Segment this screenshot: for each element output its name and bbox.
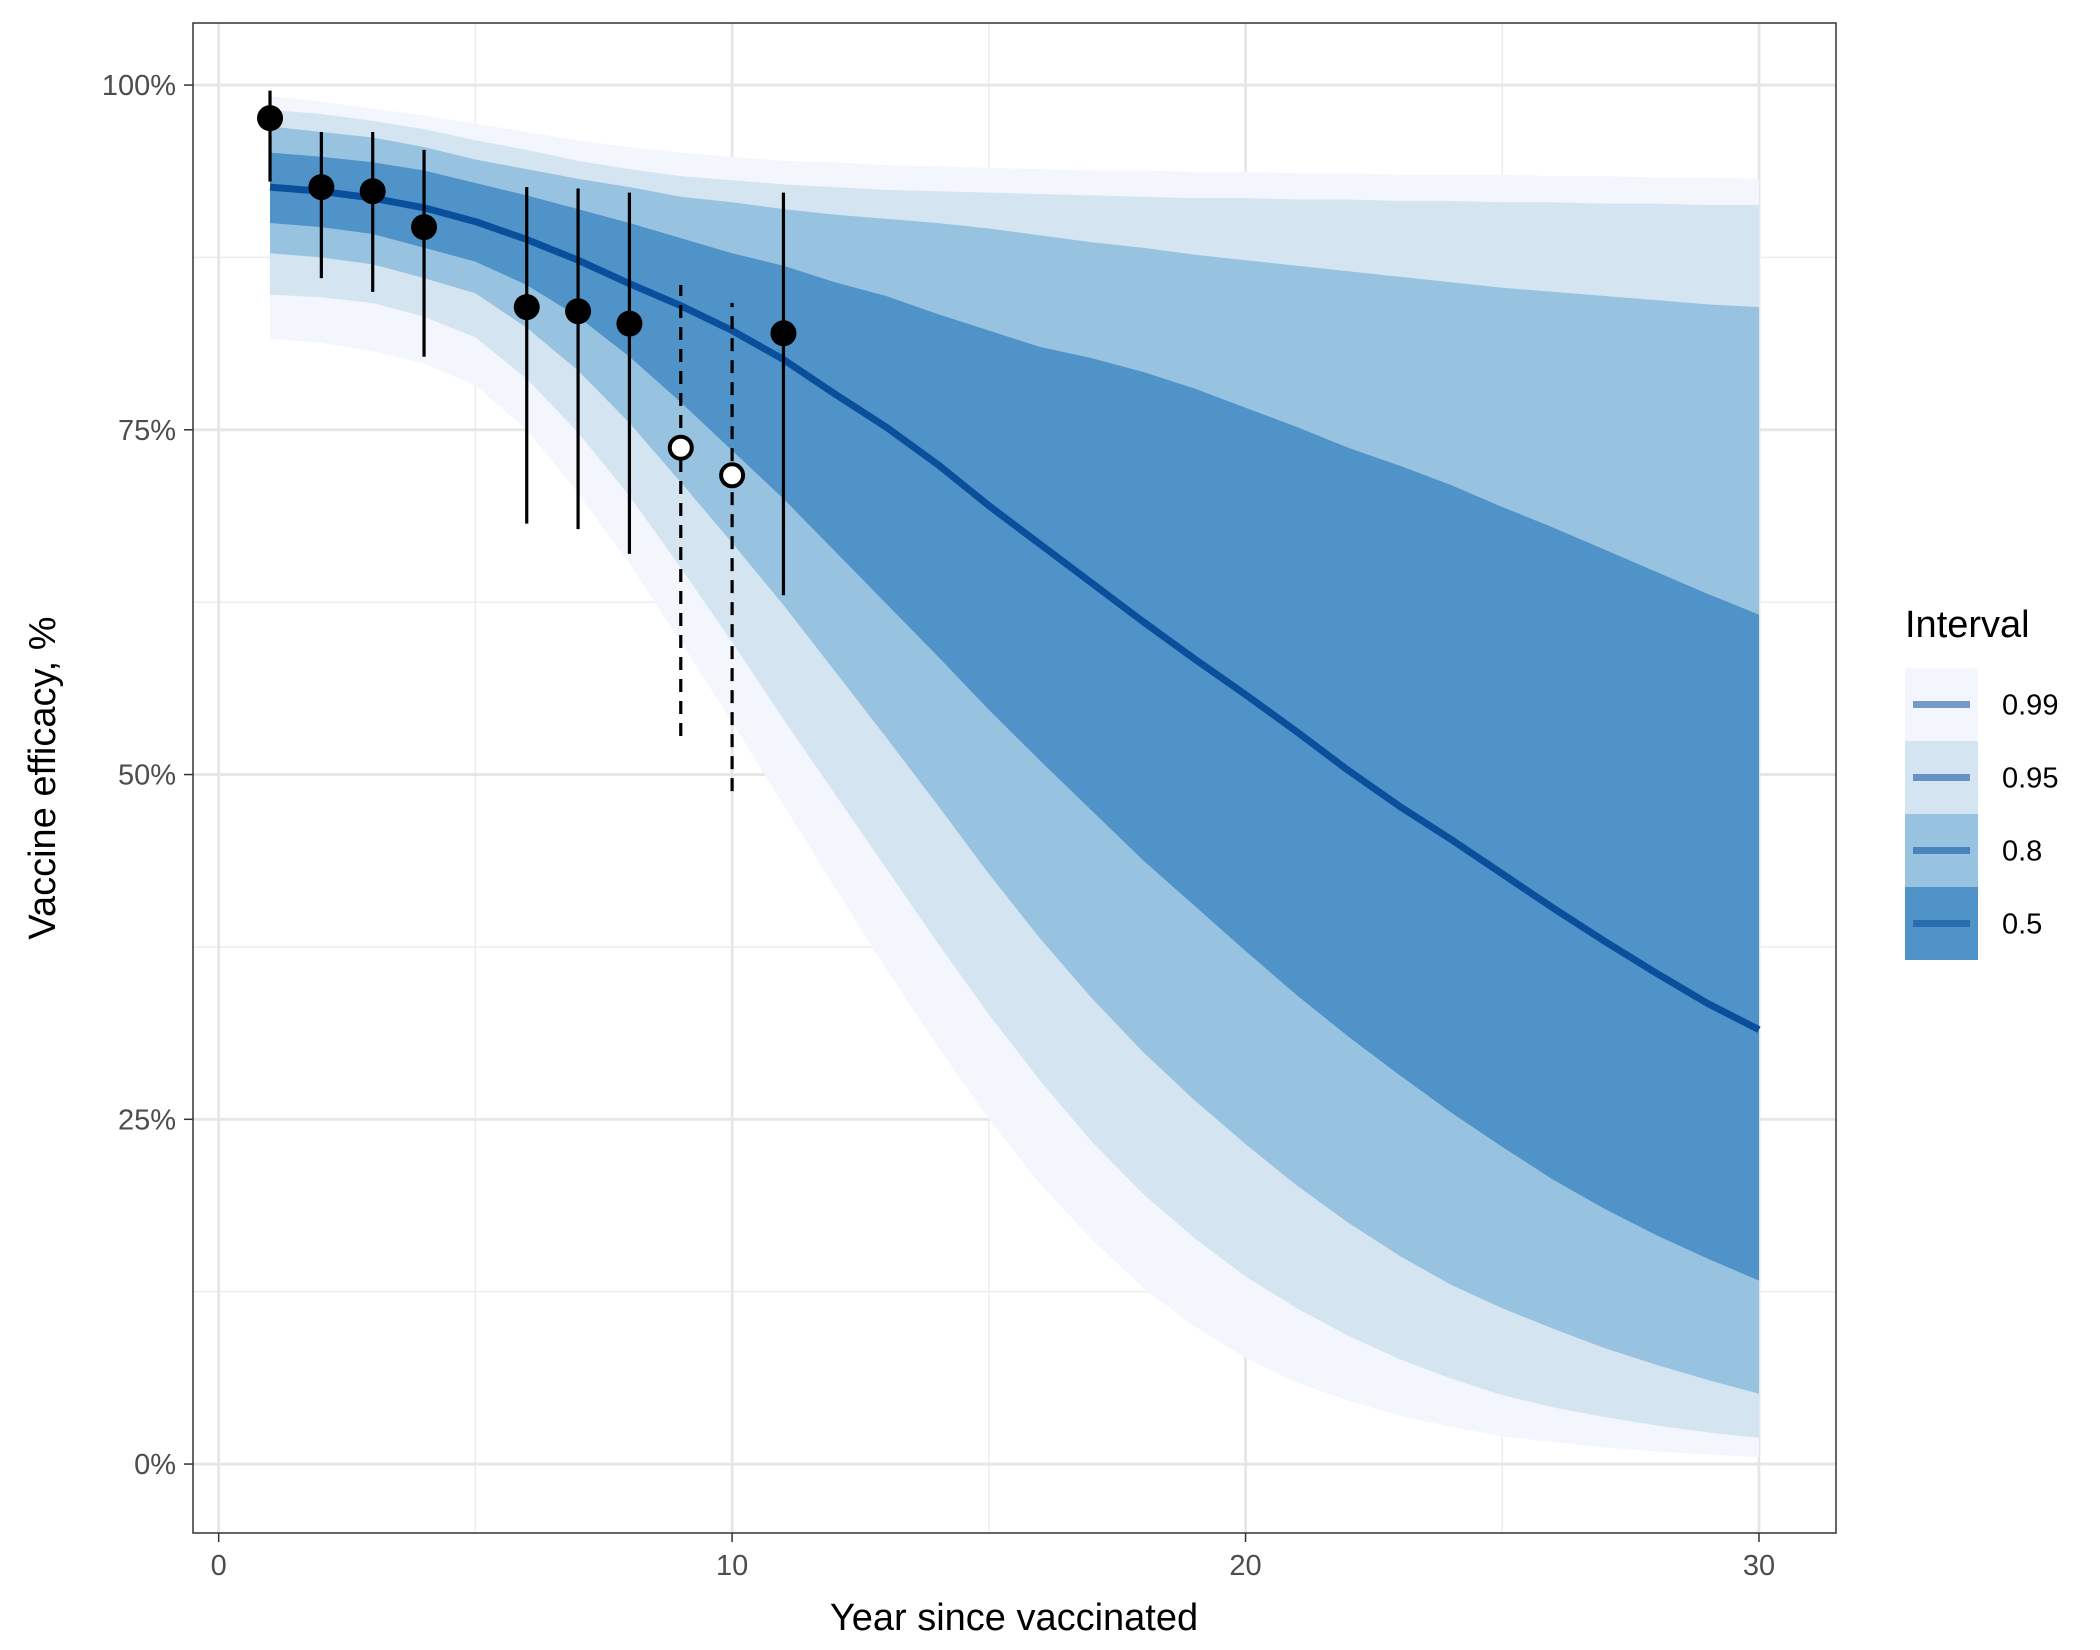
observed-point bbox=[411, 214, 438, 241]
observed-point bbox=[513, 294, 540, 321]
y-tick-label: 25% bbox=[118, 1104, 176, 1136]
observed-point bbox=[359, 178, 386, 205]
median-line-layer bbox=[269, 183, 1761, 1033]
y-axis-title: Vaccine efficacy, % bbox=[22, 616, 64, 939]
legend-label: 0.5 bbox=[2002, 909, 2042, 941]
x-axis-title: Year since vaccinated bbox=[830, 1597, 1198, 1639]
observed-point bbox=[565, 298, 592, 325]
panel-border bbox=[192, 22, 1837, 1534]
y-tick-label: 100% bbox=[102, 70, 176, 102]
observed-point bbox=[308, 174, 335, 201]
y-tick-label: 75% bbox=[118, 415, 176, 447]
legend-label: 0.8 bbox=[2002, 836, 2042, 868]
x-tick-label: 20 bbox=[1229, 1550, 1261, 1582]
x-tick-label: 30 bbox=[1743, 1550, 1775, 1582]
observed-point bbox=[770, 320, 797, 347]
observed-open-point bbox=[719, 462, 746, 489]
observed-point bbox=[257, 105, 284, 132]
y-tick-label: 0% bbox=[134, 1449, 176, 1481]
observed-point bbox=[616, 310, 643, 337]
x-tick-label: 10 bbox=[716, 1550, 748, 1582]
axes: 0 10 20 30 0% 25% 50% 75% 100% bbox=[102, 70, 1775, 1582]
interval-bands bbox=[270, 96, 1759, 1458]
x-tick-label: 0 bbox=[211, 1550, 227, 1582]
observed-points bbox=[257, 90, 797, 792]
legend: Interval 0.99 0.95 0.8 0.5 bbox=[1905, 604, 2058, 960]
y-tick-label: 50% bbox=[118, 760, 176, 792]
band-050 bbox=[270, 152, 1759, 1281]
median-line bbox=[269, 183, 1761, 1033]
legend-label: 0.95 bbox=[2002, 763, 2058, 795]
legend-keys: 0.99 0.95 0.8 0.5 bbox=[1905, 668, 2058, 960]
legend-title: Interval bbox=[1905, 604, 2030, 646]
legend-label: 0.99 bbox=[2002, 690, 2058, 722]
observed-open-point bbox=[667, 434, 694, 461]
plot-panel bbox=[192, 22, 1837, 1534]
band-080 bbox=[270, 126, 1759, 1394]
